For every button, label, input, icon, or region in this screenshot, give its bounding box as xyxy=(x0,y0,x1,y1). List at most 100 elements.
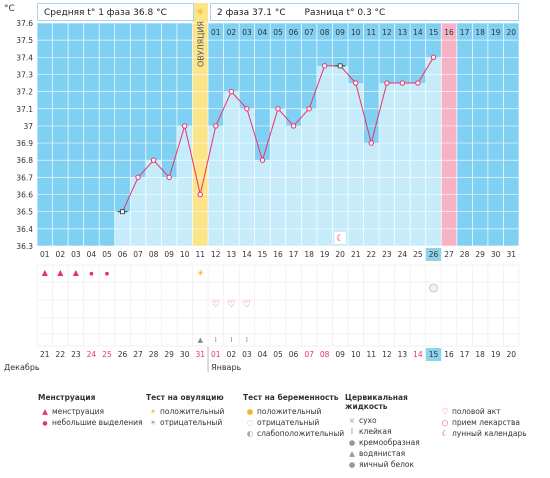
dry-icon: × xyxy=(348,416,356,425)
y-tick-label: 36.5 xyxy=(16,208,33,217)
temp-point xyxy=(321,63,328,69)
egg-white-icon: ● xyxy=(348,460,356,469)
cycle-day-label: 18 xyxy=(304,250,314,259)
legend-other: ♡ половой акт ○ прием лекарства ☾ лунный ка… xyxy=(438,393,533,439)
cycle-day-label: 27 xyxy=(444,250,454,259)
cycle-day-label: 14 xyxy=(242,250,252,259)
y-tick-label: 37.4 xyxy=(16,53,33,62)
calendar-date-label: 13 xyxy=(398,350,408,359)
y-tick-label: 37.3 xyxy=(16,70,33,79)
creamy-icon: ● xyxy=(348,438,356,447)
y-tick-label: 36.7 xyxy=(16,173,33,182)
cycle-day-label: 31 xyxy=(506,250,516,259)
temp-bar xyxy=(379,83,395,247)
cycle-day-label: 07 xyxy=(133,250,143,259)
spotting-icon: ● xyxy=(42,420,48,427)
temp-point xyxy=(228,88,235,95)
calendar-date-label: 10 xyxy=(351,350,361,359)
temp-point xyxy=(337,63,343,69)
temp-bar xyxy=(254,160,271,246)
temp-point xyxy=(290,123,297,129)
cycle-day-label: 08 xyxy=(149,250,159,259)
menstruation-icon: ▲ xyxy=(73,268,80,277)
y-tick-label: 36.4 xyxy=(16,225,33,234)
cervical-fluid-icon: I xyxy=(246,336,248,344)
calendar-date-label: 09 xyxy=(335,350,345,359)
y-tick-label: 37 xyxy=(23,122,33,131)
ovulation-column xyxy=(192,3,209,246)
top-day-label: 02 xyxy=(227,28,237,37)
diff-label: Разница t° 0.3 °C xyxy=(304,8,386,18)
calendar-date-label: 23 xyxy=(71,350,81,359)
cycle-day-label: 29 xyxy=(475,250,485,259)
top-day-label: 14 xyxy=(413,28,423,37)
calendar-date-label: 28 xyxy=(149,350,159,359)
calendar-date-label: 25 xyxy=(102,350,112,359)
top-day-label: 03 xyxy=(242,28,252,37)
menstruation-icon: ▲ xyxy=(57,268,64,277)
cycle-day-label: 30 xyxy=(491,250,501,259)
pill-icon: ○ xyxy=(441,418,449,427)
legend: Менструация ▲ менструация ● небольшие выде… xyxy=(38,393,528,469)
top-day-label: 09 xyxy=(335,28,345,37)
temp-bar xyxy=(285,125,302,246)
top-day-label: 05 xyxy=(273,28,283,37)
heart-icon: ♡ xyxy=(227,300,235,310)
ovulation-test-icon: ☀ xyxy=(196,269,204,279)
y-tick-label: 37.1 xyxy=(16,105,33,114)
cycle-day-label: 11 xyxy=(195,250,205,259)
y-tick-label: 36.6 xyxy=(16,191,33,200)
month-december: Декабрь xyxy=(4,363,40,372)
temp-point xyxy=(197,191,203,198)
legend-pregnancy-test: Тест на беременность ● положительный ○ отр… xyxy=(243,393,345,438)
y-tick-label: 36.3 xyxy=(16,242,33,251)
y-tick-label: 37.5 xyxy=(16,36,33,45)
phase2-info: 2 фаза 37.1 °C Разница t° 0.3 °C xyxy=(210,3,519,21)
calendar-date-label: 16 xyxy=(444,350,454,359)
top-day-label: 06 xyxy=(289,28,299,37)
cycle-day-label: 03 xyxy=(71,250,81,259)
calendar-date-label: 03 xyxy=(242,350,252,359)
calendar-date-label: 06 xyxy=(289,350,299,359)
temp-point xyxy=(306,106,312,112)
temp-point xyxy=(182,123,188,129)
top-day-label: 08 xyxy=(320,28,330,37)
temp-bar xyxy=(347,83,364,247)
temp-point xyxy=(150,157,157,163)
calendar-date-label: 17 xyxy=(460,350,470,359)
temp-point xyxy=(213,123,219,129)
temp-point xyxy=(399,80,406,86)
temp-bar xyxy=(332,65,348,246)
calendar-date-label: 12 xyxy=(382,350,392,359)
bbt-chart: 37.6 37.5 37.4 37.3 37.2 37.1 37 36.9 36.8 36.7 36… xyxy=(4,3,520,372)
cervical-fluid-icon: ▲ xyxy=(198,336,204,344)
calendar-date-label: 29 xyxy=(164,350,174,359)
cycle-day-label: 12 xyxy=(211,250,221,259)
top-day-label: 20 xyxy=(506,28,516,37)
cycle-day-label: 10 xyxy=(180,250,190,259)
temp-point xyxy=(135,174,141,181)
calendar-date-label: 30 xyxy=(180,350,190,359)
calendar-date-label: 31 xyxy=(195,350,205,359)
calendar-date-label: 14 xyxy=(413,350,423,359)
calendar-date-label: 11 xyxy=(367,350,377,359)
menstruation-icon: ▲ xyxy=(42,407,48,416)
sticky-icon: I xyxy=(350,427,354,436)
calendar-date-label: 05 xyxy=(273,350,283,359)
cycle-day-label: 04 xyxy=(87,250,97,259)
today-day-highlight xyxy=(425,248,442,261)
temp-bar xyxy=(394,83,411,247)
phase1-info: Средняя t° 1 фаза 36.8 °C xyxy=(37,3,194,21)
pink-day-column xyxy=(441,23,457,246)
cycle-day-label: 23 xyxy=(382,250,392,259)
top-day-label: 17 xyxy=(460,28,470,37)
y-tick-label: 37.6 xyxy=(16,19,33,28)
temp-point xyxy=(353,80,359,86)
today-date-highlight xyxy=(425,348,442,361)
temp-point xyxy=(415,80,421,86)
calendar-date-label: 15 xyxy=(429,350,439,359)
top-day-label: 19 xyxy=(491,28,501,37)
calendar-date-label: 01 xyxy=(211,350,221,359)
legend-ovulation-test: Тест на овуляцию ☀ положительный ☀ отрицат… xyxy=(146,393,225,427)
sun-negative-icon: ☀ xyxy=(149,418,157,427)
